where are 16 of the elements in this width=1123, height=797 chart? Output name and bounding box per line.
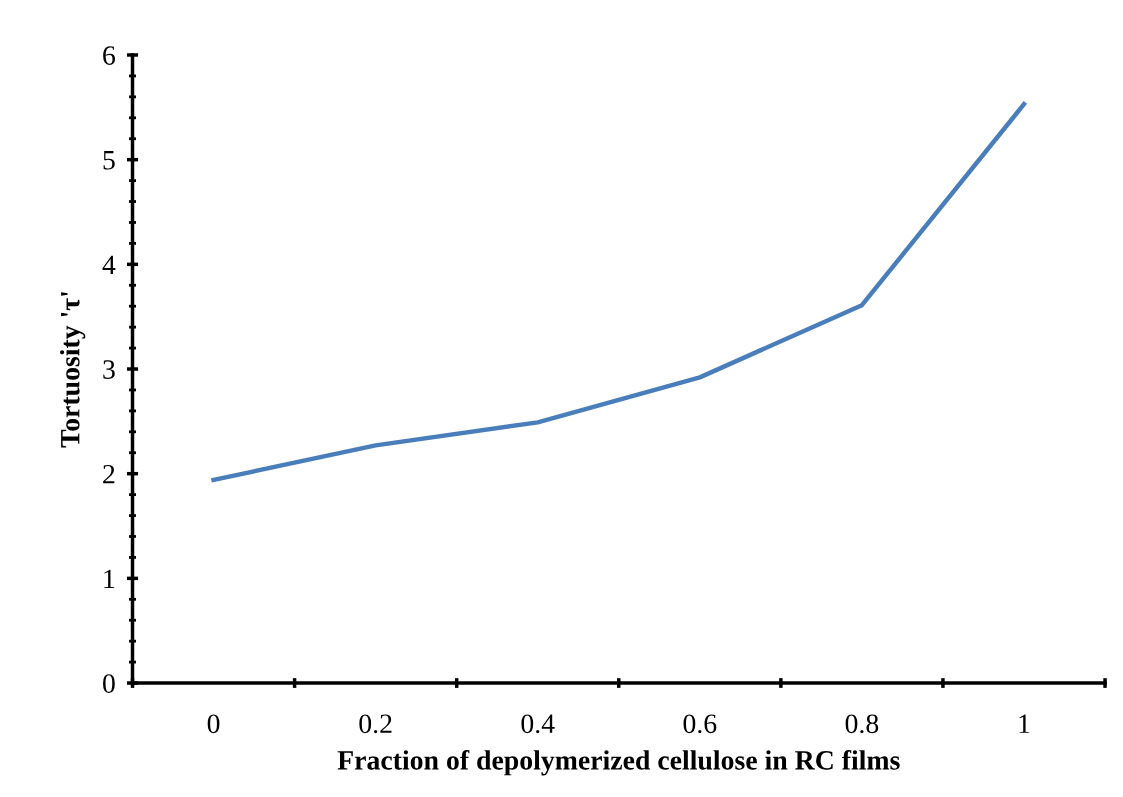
x-tick-label: 0.8 xyxy=(845,714,879,734)
line-series xyxy=(211,101,1027,483)
y-tick-label: 5 xyxy=(103,151,115,170)
y-tick-label: 3 xyxy=(103,360,115,379)
x-tick-label: 0.2 xyxy=(359,714,392,734)
y-axis-title: Tortuosity 'τ' xyxy=(60,292,86,448)
x-tick-label: 1 xyxy=(1019,714,1030,733)
x-tick-label: 0.6 xyxy=(683,714,717,734)
y-tick-label: 2 xyxy=(103,464,115,484)
x-tick-label: 0 xyxy=(207,714,220,734)
x-axis-title: Fraction of depolymerized cellulose in RC films xyxy=(337,749,900,776)
y-tick-label: 0 xyxy=(103,674,115,693)
y-tick-label: 4 xyxy=(102,255,116,274)
x-tick-label: 0.4 xyxy=(521,714,555,734)
y-tick-label: 6 xyxy=(103,46,116,65)
y-tick-label: 1 xyxy=(104,569,115,588)
